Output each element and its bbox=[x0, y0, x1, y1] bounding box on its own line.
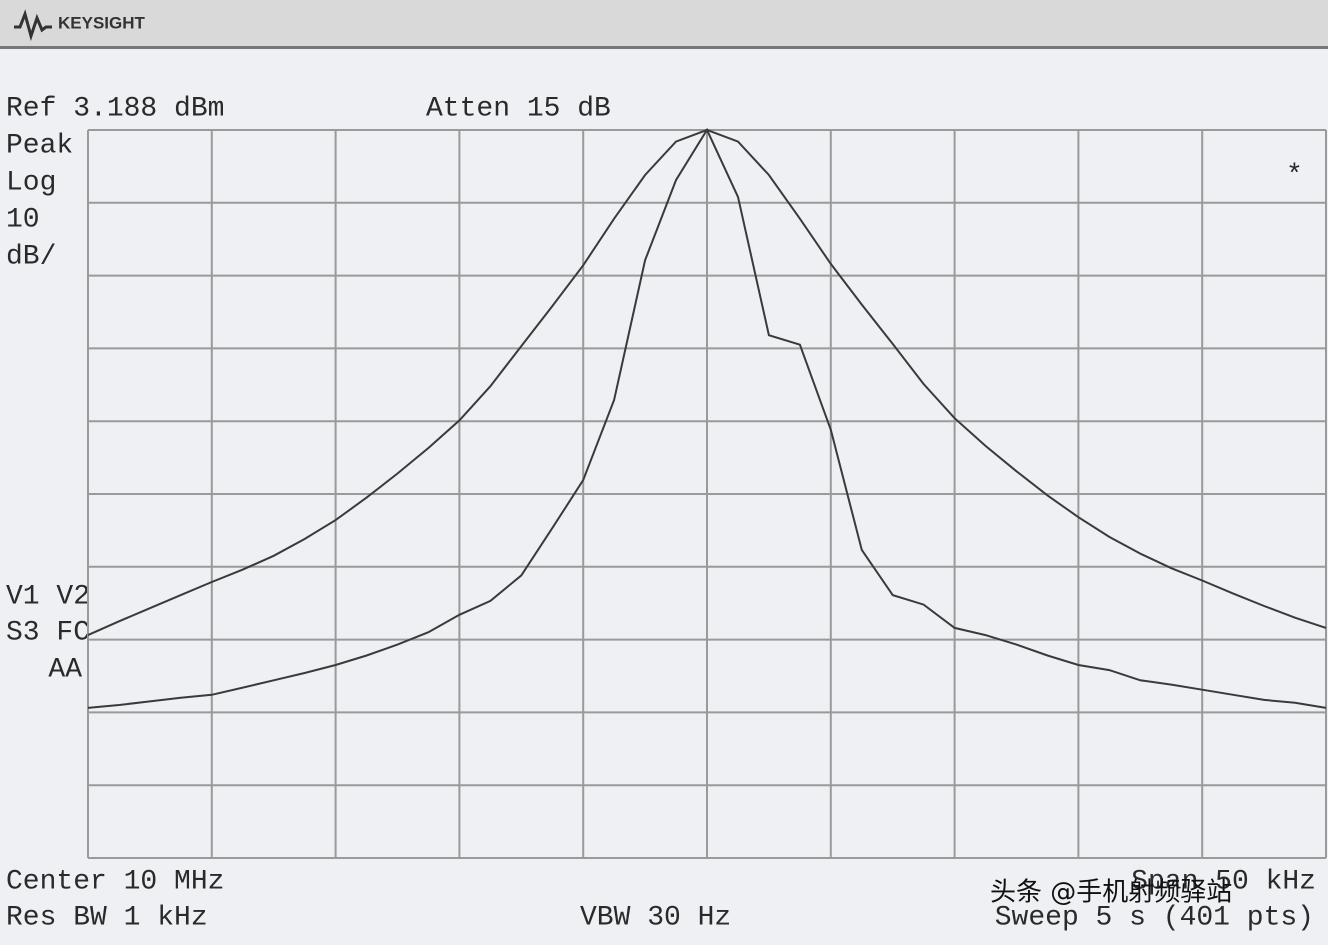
status-mark: * bbox=[1286, 160, 1303, 191]
watermark: 头条 @手机射频驿站 bbox=[990, 878, 1232, 908]
scale-unit: dB/ bbox=[6, 241, 56, 272]
header-border bbox=[0, 46, 1328, 49]
scale-type: Log bbox=[6, 167, 56, 198]
scale-value: 10 bbox=[6, 204, 40, 235]
vbw: VBW 30 Hz bbox=[580, 902, 731, 933]
trace-flag: V1 V2 bbox=[6, 581, 90, 612]
brand-name: KEYSIGHT bbox=[58, 13, 146, 32]
header-bar bbox=[0, 0, 1328, 47]
trace-flag: S3 FC bbox=[6, 617, 90, 648]
ref-level: Ref 3.188 dBm bbox=[6, 93, 224, 124]
brand-logo bbox=[14, 9, 52, 42]
res-bw: Res BW 1 kHz bbox=[6, 902, 208, 933]
trace bbox=[87, 127, 1327, 709]
detector: Peak bbox=[6, 130, 73, 161]
center-frequency: Center 10 MHz bbox=[6, 866, 224, 897]
sweep: Sweep 5 s (401 pts) bbox=[995, 902, 1314, 933]
attenuation: Atten 15 dB bbox=[426, 93, 611, 124]
trace-flag: AA bbox=[48, 654, 82, 685]
span: Span 50 kHz bbox=[1131, 866, 1316, 897]
